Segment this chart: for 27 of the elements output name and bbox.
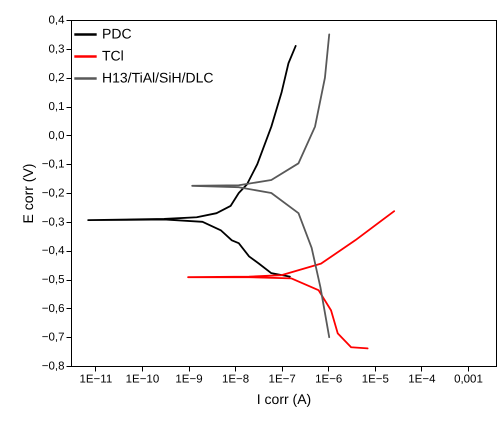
y-tick-label: 0,4 xyxy=(48,14,66,26)
y-tick-label: −0,6 xyxy=(42,302,64,315)
x-tick-label: 0,001 xyxy=(454,374,483,386)
y-tick-label: −0,5 xyxy=(42,274,64,286)
x-tick-label: 1E−8 xyxy=(222,374,250,386)
y-tick-label: −0,2 xyxy=(42,188,64,200)
y-tick-label: −0,1 xyxy=(42,158,64,171)
y-tick-label: −0,3 xyxy=(42,216,64,228)
x-tick-label: 1E−11 xyxy=(79,374,112,386)
x-axis-title: I corr (A) xyxy=(256,391,312,407)
y-tick-label: −0,7 xyxy=(42,332,64,344)
y-tick-label: 0,1 xyxy=(48,101,64,113)
legend-label: TCl xyxy=(102,48,124,64)
x-tick-label: 1E−10 xyxy=(126,374,160,386)
legend-label: H13/TiAl/SiH/DLC xyxy=(102,70,214,86)
x-tick-label: 1E−9 xyxy=(175,374,203,386)
y-tick-label: −0,4 xyxy=(42,245,66,258)
x-tick-label: 1E−7 xyxy=(268,374,296,386)
legend-label: PDC xyxy=(102,26,132,42)
y-tick-label: 0,3 xyxy=(48,43,64,56)
x-tick-label: 1E−6 xyxy=(315,374,342,386)
y-tick-label: 0,2 xyxy=(48,72,64,84)
x-tick-label: 1E−5 xyxy=(362,374,389,386)
x-tick-label: 1E−4 xyxy=(408,374,436,386)
y-tick-label: −0,8 xyxy=(42,360,64,372)
y-axis-title: E corr (V) xyxy=(20,164,36,224)
y-tick-label: 0,0 xyxy=(48,130,64,142)
